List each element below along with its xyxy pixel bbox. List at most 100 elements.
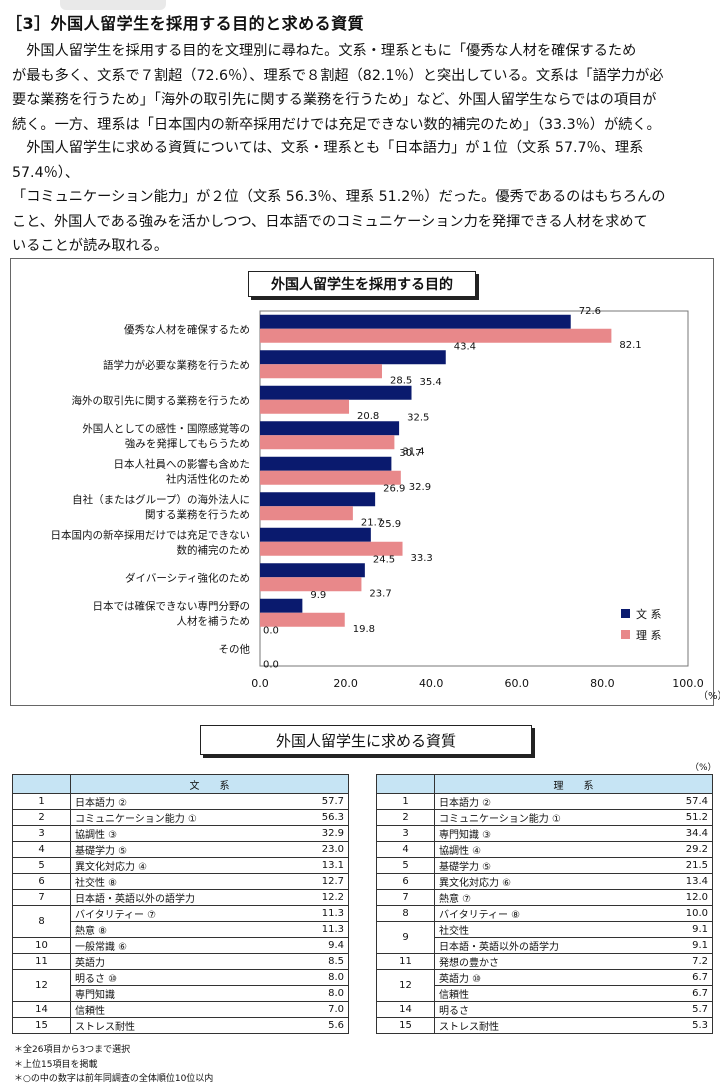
table-row: 15 ストレス耐性 5.3 <box>376 1017 713 1034</box>
value-cell: 34.4 <box>658 825 713 842</box>
rank-cell: 11 <box>376 953 435 970</box>
data-label: 82.1 <box>619 340 641 351</box>
footnote: ＊上位15項目を掲載 <box>14 1059 98 1070</box>
data-label: 35.4 <box>420 377 442 388</box>
table-header-blank <box>12 774 71 794</box>
data-label: 32.9 <box>409 482 431 493</box>
bar-humanities <box>260 421 400 436</box>
bar-humanities <box>260 385 412 400</box>
value-cell: 12.7 <box>294 873 349 890</box>
table-row: 12 明るさ ⑩ 8.0 <box>12 969 349 1002</box>
table-row: 10 一般常識 ⑥ 9.4 <box>12 937 349 954</box>
item-cell: 発想の豊かさ <box>434 953 659 970</box>
data-label: 21.7 <box>361 517 383 528</box>
legend-swatch <box>621 609 630 618</box>
category-label: 優秀な人材を確保するため <box>124 323 250 336</box>
category-label: 強みを発揮してもらうため <box>125 437 250 450</box>
rank-cell: 7 <box>376 889 435 906</box>
table-row: 3 協調性 ③ 32.9 <box>12 825 349 842</box>
value-cell: 8.0 <box>294 985 349 1002</box>
legend-label: 文 系 <box>636 607 662 621</box>
x-tick-label: 40.0 <box>419 677 444 690</box>
category-label: 日本国内の新卒採用だけでは充足できない <box>51 528 251 541</box>
plot-area <box>259 310 689 667</box>
item-cell: 社交性 ⑧ <box>70 873 295 890</box>
bar-sciences <box>260 399 350 414</box>
table-row: 8 バイタリティー ⑦ 11.3 <box>12 905 349 938</box>
paragraph-line: こと、外国人である強みを活かしつつ、日本語でのコミュニケーション力を発揮できる人… <box>12 213 648 230</box>
item-cell: バイタリティー ⑦ <box>70 905 295 922</box>
table-row: 2 コミュニケーション能力 ① 51.2 <box>376 809 713 826</box>
section-number: ［3］ <box>6 14 51 33</box>
category-label: 海外の取引先に関する業務を行うため <box>72 394 251 407</box>
item-cell: 信頼性 <box>70 1001 295 1018</box>
table-row: 12 英語力 ⑩ 6.7 <box>376 969 713 1002</box>
bar-humanities <box>260 527 371 542</box>
category-label: 日本人社員への影響も含めた <box>114 457 251 470</box>
paragraph-line: 外国人留学生に求める資質については、文系・理系とも「日本語力」が１位（文系 57… <box>12 140 644 181</box>
table-row: 6 異文化対応力 ⑥ 13.4 <box>376 873 713 890</box>
value-cell: 57.4 <box>658 793 713 810</box>
category-label: その他 <box>219 642 251 655</box>
category-label: 数的補完のため <box>177 543 251 556</box>
item-cell: ストレス耐性 <box>70 1017 295 1034</box>
table-unit: （%） <box>690 763 717 773</box>
value-cell: 57.7 <box>294 793 349 810</box>
item-cell: バイタリティー ⑧ <box>434 905 659 922</box>
rank-cell: 3 <box>12 825 71 842</box>
bar-humanities <box>260 598 303 613</box>
rank-cell: 4 <box>12 841 71 858</box>
bar-sciences <box>260 506 353 521</box>
data-label: 24.5 <box>373 554 395 565</box>
rank-cell: 6 <box>12 873 71 890</box>
data-label: 32.5 <box>407 412 429 423</box>
bar-humanities <box>260 563 365 578</box>
category-label: 外国人としての感性・国際感覚等の <box>82 422 250 435</box>
bar-humanities <box>260 314 571 329</box>
data-label: 30.7 <box>399 448 421 459</box>
table-row: 14 信頼性 7.0 <box>12 1001 349 1018</box>
rank-cell: 1 <box>12 793 71 810</box>
table-row: 7 熱意 ⑦ 12.0 <box>376 889 713 906</box>
value-cell: 23.0 <box>294 841 349 858</box>
section-title: 外国人留学生を採用する目的と求める資質 <box>50 14 365 33</box>
table-row: 11 発想の豊かさ 7.2 <box>376 953 713 970</box>
section-heading: ［3］外国人留学生を採用する目的と求める資質 <box>6 10 364 34</box>
value-cell: 9.4 <box>294 937 349 954</box>
x-tick-label: 60.0 <box>505 677 530 690</box>
paragraph-1: 外国人留学生を採用する目的を文理別に尋ねた。文系・理系ともに「優秀な人材を確保す… <box>12 39 714 137</box>
category-label: ダイバーシティ強化のため <box>125 571 250 584</box>
data-label: 23.7 <box>369 588 391 599</box>
data-label: 72.6 <box>579 306 601 317</box>
rank-cell: 7 <box>12 889 71 906</box>
value-cell: 5.3 <box>658 1017 713 1034</box>
humanities-qualities-table: 文 系 1 日本語力 ② 57.7 2 コミュニケーション能力 ① 56.3 3 協調性 ③ 32… <box>12 774 349 1034</box>
value-cell: 12.2 <box>294 889 349 906</box>
value-cell: 7.2 <box>658 953 713 970</box>
table-row: 1 日本語力 ② 57.7 <box>12 793 349 810</box>
item-cell: 日本語・英語以外の語学力 <box>70 889 295 906</box>
rank-cell: 8 <box>12 905 71 938</box>
rank-cell: 11 <box>12 953 71 970</box>
category-label: 関する業務を行うため <box>145 508 250 521</box>
value-cell: 5.7 <box>658 1001 713 1018</box>
bar-sciences <box>260 470 401 485</box>
item-cell: 日本語力 ② <box>70 793 295 810</box>
item-cell: 社交性 <box>434 921 659 938</box>
paragraph-line: 続く。一方、理系は「日本国内の新卒採用だけでは充足できない数的補完のため」（33… <box>12 116 661 133</box>
footnotes: ＊全26項目から3つまで選択 ＊上位15項目を掲載 ＊○の中の数字は前年同調査の… <box>14 1043 213 1087</box>
bar-sciences <box>260 612 345 627</box>
table-row: 2 コミュニケーション能力 ① 56.3 <box>12 809 349 826</box>
item-cell: 信頼性 <box>434 985 659 1002</box>
value-cell: 56.3 <box>294 809 349 826</box>
table-row: 信頼性 6.7 <box>377 985 713 1002</box>
bar-sciences <box>260 364 382 379</box>
table-row: 4 協調性 ④ 29.2 <box>376 841 713 858</box>
x-tick-label: 100.0 <box>672 677 704 690</box>
item-cell: 熱意 ⑦ <box>434 889 659 906</box>
bar-humanities <box>260 350 446 365</box>
x-tick-label: 20.0 <box>333 677 358 690</box>
item-cell: 明るさ <box>434 1001 659 1018</box>
legend-swatch <box>621 630 630 639</box>
